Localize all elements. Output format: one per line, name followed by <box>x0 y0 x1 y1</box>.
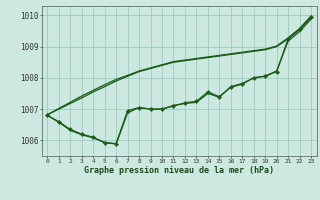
X-axis label: Graphe pression niveau de la mer (hPa): Graphe pression niveau de la mer (hPa) <box>84 166 274 175</box>
